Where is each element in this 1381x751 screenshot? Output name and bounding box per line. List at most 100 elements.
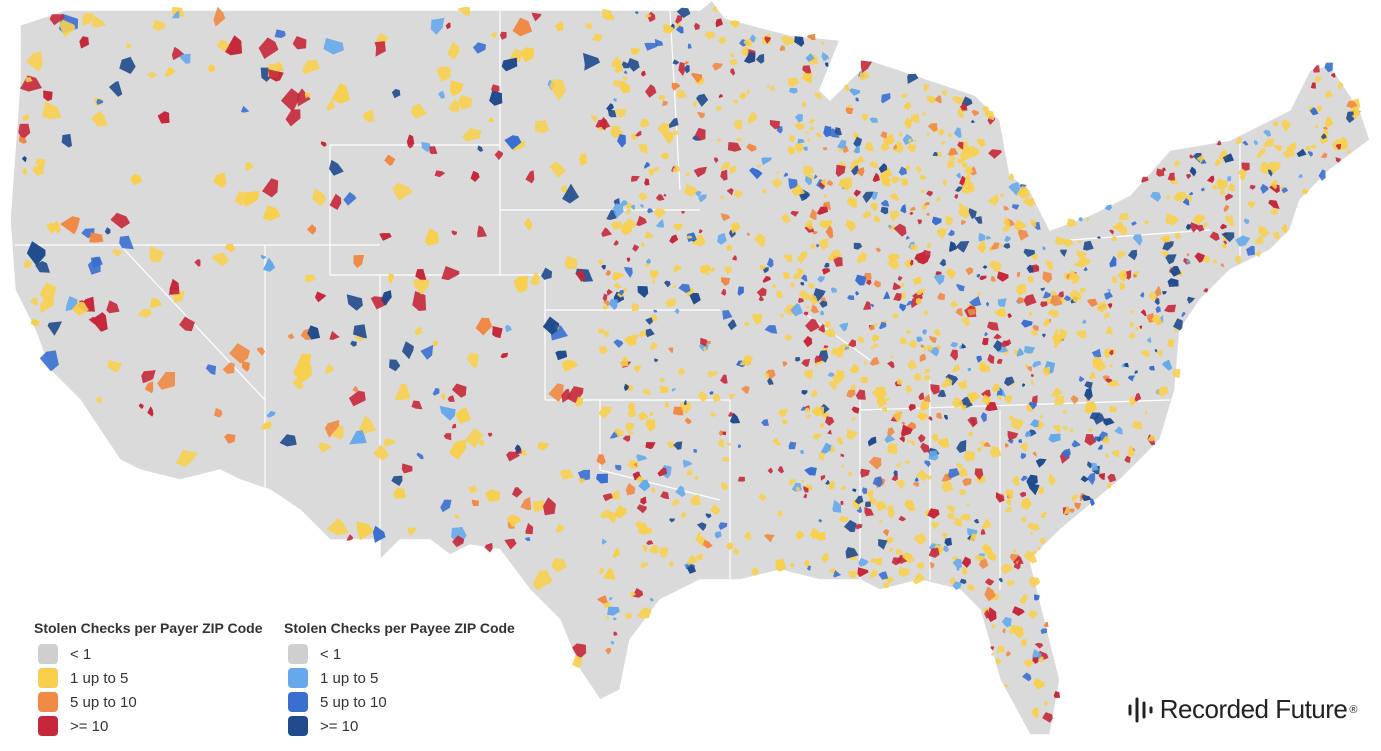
zip-area bbox=[936, 412, 943, 419]
zip-area bbox=[958, 204, 970, 219]
zip-area bbox=[890, 210, 900, 222]
zip-area bbox=[224, 243, 236, 253]
zip-area bbox=[1122, 270, 1132, 280]
zip-area bbox=[804, 220, 814, 230]
zip-area bbox=[501, 57, 518, 72]
zip-area bbox=[755, 53, 765, 64]
zip-area bbox=[1019, 491, 1027, 498]
zip-area bbox=[687, 43, 692, 49]
zip-area bbox=[729, 58, 737, 66]
zip-area bbox=[472, 42, 486, 54]
zip-area bbox=[827, 429, 832, 435]
zip-area bbox=[718, 430, 723, 436]
zip-area bbox=[955, 462, 963, 469]
zip-area bbox=[1054, 395, 1065, 406]
zip-area bbox=[1305, 146, 1311, 153]
zip-area bbox=[1227, 176, 1232, 182]
zip-area bbox=[1128, 395, 1137, 407]
zip-area bbox=[607, 606, 620, 616]
zip-area bbox=[1003, 339, 1012, 347]
zip-area bbox=[790, 210, 800, 217]
zip-area bbox=[726, 542, 734, 550]
zip-area bbox=[982, 265, 988, 269]
zip-area bbox=[622, 435, 631, 442]
zip-area bbox=[613, 631, 618, 636]
zip-area bbox=[436, 65, 452, 82]
zip-area bbox=[783, 272, 791, 279]
zip-area bbox=[1124, 363, 1129, 368]
zip-area bbox=[1012, 625, 1024, 639]
zip-area bbox=[1033, 677, 1045, 690]
zip-area bbox=[1227, 182, 1235, 192]
zip-area bbox=[1162, 291, 1167, 295]
zip-area bbox=[811, 406, 825, 417]
zip-area bbox=[833, 570, 842, 578]
zip-area bbox=[42, 101, 62, 120]
zip-area bbox=[512, 17, 532, 37]
zip-area bbox=[1235, 136, 1243, 145]
zip-area bbox=[1012, 548, 1017, 554]
zip-area bbox=[941, 377, 953, 388]
zip-area bbox=[1162, 359, 1173, 371]
zip-area bbox=[429, 146, 438, 155]
zip-area bbox=[549, 79, 567, 101]
zip-area bbox=[647, 207, 654, 214]
zip-area bbox=[1020, 475, 1028, 482]
zip-area bbox=[909, 206, 916, 211]
zip-area bbox=[108, 81, 123, 97]
zip-area bbox=[936, 344, 942, 351]
zip-area bbox=[1270, 179, 1277, 190]
zip-area bbox=[613, 98, 617, 102]
zip-area bbox=[674, 264, 682, 271]
zip-area bbox=[1146, 312, 1154, 323]
zip-area bbox=[873, 280, 881, 288]
zip-area bbox=[906, 300, 913, 306]
zip-area bbox=[979, 363, 991, 372]
zip-area bbox=[329, 193, 342, 210]
zip-area bbox=[717, 438, 725, 448]
zip-area bbox=[799, 449, 805, 455]
zip-area bbox=[129, 173, 143, 186]
zip-area bbox=[1011, 204, 1020, 210]
zip-area bbox=[808, 119, 816, 124]
zip-area bbox=[631, 302, 639, 312]
zip-area bbox=[1014, 219, 1027, 231]
zip-area bbox=[818, 519, 823, 523]
legend-item: 5 up to 10 bbox=[284, 690, 515, 714]
zip-area bbox=[818, 452, 825, 461]
zip-area bbox=[1066, 218, 1078, 228]
zip-area bbox=[672, 165, 680, 173]
zip-area bbox=[675, 15, 683, 24]
zip-area bbox=[39, 350, 59, 372]
legend-swatch bbox=[38, 644, 58, 664]
zip-area bbox=[689, 292, 701, 305]
zip-area bbox=[52, 221, 61, 234]
zip-area bbox=[966, 502, 970, 507]
zip-area bbox=[1053, 691, 1060, 698]
zip-area bbox=[895, 462, 901, 467]
zip-area bbox=[794, 122, 805, 131]
zip-area bbox=[164, 66, 176, 78]
zip-area bbox=[1106, 483, 1112, 489]
zip-area bbox=[999, 193, 1004, 197]
legend-label: 1 up to 5 bbox=[320, 669, 379, 687]
zip-area bbox=[660, 491, 670, 500]
zip-area bbox=[779, 45, 786, 52]
zip-area bbox=[29, 298, 38, 307]
zip-area bbox=[79, 36, 89, 49]
zip-area bbox=[999, 243, 1003, 248]
zip-area bbox=[1134, 326, 1140, 331]
zip-area bbox=[655, 219, 665, 228]
zip-area bbox=[806, 33, 816, 41]
zip-area bbox=[59, 19, 76, 38]
zip-area bbox=[669, 234, 679, 244]
zip-area bbox=[945, 374, 959, 386]
zip-area bbox=[922, 329, 927, 335]
zip-area bbox=[763, 534, 775, 543]
zip-area bbox=[1032, 656, 1039, 664]
zip-area bbox=[847, 570, 858, 579]
zip-area bbox=[726, 244, 732, 251]
zip-area bbox=[825, 225, 834, 239]
zip-area bbox=[389, 359, 401, 372]
zip-area bbox=[373, 525, 386, 543]
